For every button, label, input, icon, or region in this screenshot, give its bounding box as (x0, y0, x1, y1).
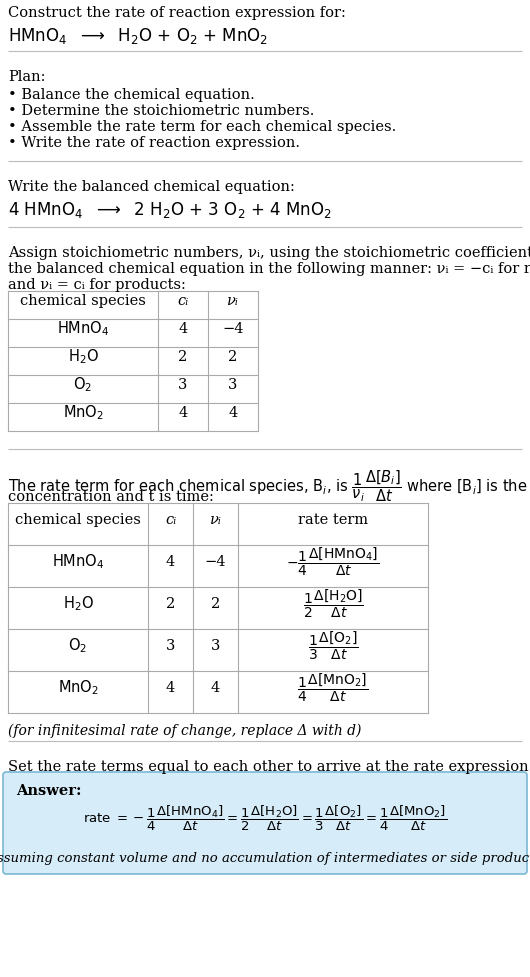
Text: O$_2$: O$_2$ (68, 636, 87, 655)
Text: 2: 2 (179, 350, 188, 363)
Text: 2: 2 (166, 596, 175, 611)
Text: rate term: rate term (298, 513, 368, 527)
Text: Construct the rate of reaction expression for:: Construct the rate of reaction expressio… (8, 6, 346, 20)
Text: HMnO$_4$: HMnO$_4$ (52, 552, 104, 571)
Text: 3: 3 (178, 378, 188, 392)
Text: 4: 4 (179, 321, 188, 336)
Text: 3: 3 (166, 638, 175, 653)
Text: and νᵢ = cᵢ for products:: and νᵢ = cᵢ for products: (8, 277, 186, 292)
Text: 2: 2 (228, 350, 237, 363)
Text: • Determine the stoichiometric numbers.: • Determine the stoichiometric numbers. (8, 104, 314, 118)
Text: concentration and t is time:: concentration and t is time: (8, 489, 214, 503)
Text: Write the balanced chemical equation:: Write the balanced chemical equation: (8, 180, 295, 193)
Text: Set the rate terms equal to each other to arrive at the rate expression:: Set the rate terms equal to each other t… (8, 759, 530, 773)
Text: Plan:: Plan: (8, 70, 46, 84)
Text: 3: 3 (211, 638, 220, 653)
Text: 4: 4 (166, 680, 175, 695)
Text: 4: 4 (179, 405, 188, 419)
Text: 4: 4 (211, 680, 220, 695)
Text: • Assemble the rate term for each chemical species.: • Assemble the rate term for each chemic… (8, 120, 396, 134)
Text: 2: 2 (211, 596, 220, 611)
Text: (assuming constant volume and no accumulation of intermediates or side products): (assuming constant volume and no accumul… (0, 852, 530, 865)
Text: HMnO$_4$: HMnO$_4$ (57, 319, 109, 338)
Text: H$_2$O: H$_2$O (67, 347, 99, 366)
Text: −4: −4 (222, 321, 244, 336)
Text: cᵢ: cᵢ (165, 513, 176, 527)
Text: MnO$_2$: MnO$_2$ (58, 678, 99, 697)
Text: MnO$_2$: MnO$_2$ (63, 404, 103, 422)
Text: 4 HMnO$_4$  $\longrightarrow$  2 H$_2$O + 3 O$_2$ + 4 MnO$_2$: 4 HMnO$_4$ $\longrightarrow$ 2 H$_2$O + … (8, 199, 332, 220)
Text: $\dfrac{1}{4}\dfrac{\Delta[\mathrm{MnO_2}]}{\Delta t}$: $\dfrac{1}{4}\dfrac{\Delta[\mathrm{MnO_2… (297, 671, 369, 703)
Text: chemical species: chemical species (15, 513, 141, 527)
Text: (for infinitesimal rate of change, replace Δ with d): (for infinitesimal rate of change, repla… (8, 723, 361, 738)
Text: • Write the rate of reaction expression.: • Write the rate of reaction expression. (8, 136, 300, 149)
Text: $\dfrac{1}{3}\dfrac{\Delta[\mathrm{O_2}]}{\Delta t}$: $\dfrac{1}{3}\dfrac{\Delta[\mathrm{O_2}]… (308, 629, 358, 661)
Text: 4: 4 (166, 554, 175, 569)
Text: rate $= -\dfrac{1}{4}\dfrac{\Delta[\mathrm{HMnO_4}]}{\Delta t} = \dfrac{1}{2}\df: rate $= -\dfrac{1}{4}\dfrac{\Delta[\math… (83, 802, 447, 831)
FancyBboxPatch shape (3, 772, 527, 874)
Text: HMnO$_4$  $\longrightarrow$  H$_2$O + O$_2$ + MnO$_2$: HMnO$_4$ $\longrightarrow$ H$_2$O + O$_2… (8, 26, 268, 46)
Text: cᵢ: cᵢ (178, 294, 189, 308)
Text: νᵢ: νᵢ (227, 294, 239, 308)
Text: • Balance the chemical equation.: • Balance the chemical equation. (8, 88, 255, 102)
Text: νᵢ: νᵢ (209, 513, 222, 527)
Text: $-\dfrac{1}{4}\dfrac{\Delta[\mathrm{HMnO_4}]}{\Delta t}$: $-\dfrac{1}{4}\dfrac{\Delta[\mathrm{HMnO… (286, 545, 379, 577)
Text: The rate term for each chemical species, B$_i$, is $\dfrac{1}{\nu_i}\dfrac{\Delt: The rate term for each chemical species,… (8, 468, 530, 503)
Text: $\dfrac{1}{2}\dfrac{\Delta[\mathrm{H_2O}]}{\Delta t}$: $\dfrac{1}{2}\dfrac{\Delta[\mathrm{H_2O}… (303, 587, 364, 619)
Text: Answer:: Answer: (16, 784, 82, 797)
Text: the balanced chemical equation in the following manner: νᵢ = −cᵢ for reactants: the balanced chemical equation in the fo… (8, 262, 530, 276)
Text: 3: 3 (228, 378, 237, 392)
Text: chemical species: chemical species (20, 294, 146, 308)
Text: H$_2$O: H$_2$O (63, 594, 93, 613)
Text: O$_2$: O$_2$ (74, 375, 93, 394)
Text: −4: −4 (205, 554, 226, 569)
Text: Assign stoichiometric numbers, νᵢ, using the stoichiometric coefficients, cᵢ, fr: Assign stoichiometric numbers, νᵢ, using… (8, 246, 530, 260)
Text: 4: 4 (228, 405, 237, 419)
